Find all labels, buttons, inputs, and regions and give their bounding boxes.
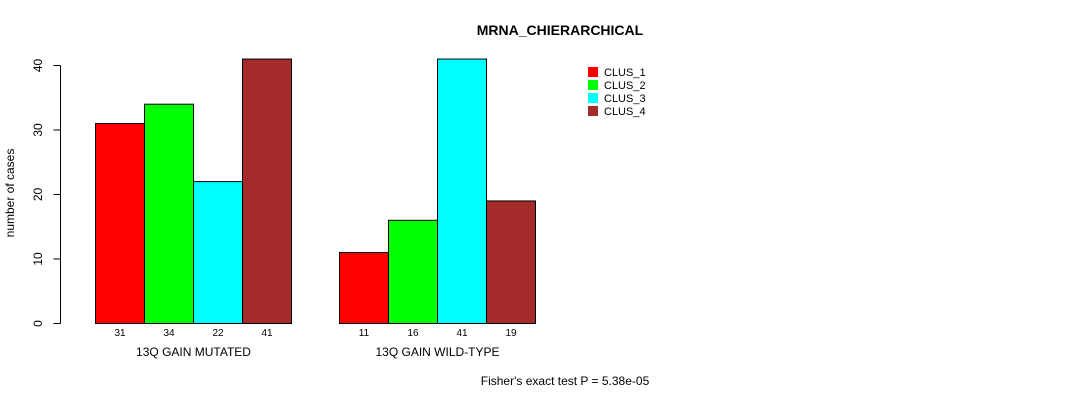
group-labels: 13Q GAIN MUTATED 13Q GAIN WILD-TYPE bbox=[136, 345, 499, 359]
bar-clus-1-group-1 bbox=[95, 123, 145, 324]
legend-label: CLUS_1 bbox=[604, 67, 646, 79]
legend-swatch bbox=[588, 67, 598, 77]
legend-swatch bbox=[588, 93, 598, 103]
y-tick-label: 10 bbox=[31, 252, 45, 266]
bar-clus-1-group-2 bbox=[339, 252, 389, 324]
legend-swatch bbox=[588, 80, 598, 90]
y-axis: 0 10 20 30 40 bbox=[31, 59, 61, 327]
bar-value-label: 31 bbox=[114, 328, 126, 339]
bar-value-label: 41 bbox=[261, 328, 273, 339]
bar-value-labels: 31 34 22 41 11 16 41 19 bbox=[114, 328, 517, 339]
y-tick-label: 40 bbox=[31, 59, 45, 73]
bar-value-label: 41 bbox=[456, 328, 468, 339]
bar-value-label: 19 bbox=[505, 328, 517, 339]
chart-title: MRNA_CHIERARCHICAL bbox=[477, 22, 644, 38]
bar-clus-2-group-1 bbox=[144, 103, 194, 324]
bar-clus-4-group-2 bbox=[486, 200, 536, 324]
legend-label: CLUS_4 bbox=[604, 106, 646, 118]
y-tick-label: 30 bbox=[31, 123, 45, 137]
fisher-test-footnote: Fisher's exact test P = 5.38e-05 bbox=[481, 374, 650, 388]
group-label: 13Q GAIN MUTATED bbox=[136, 345, 251, 359]
y-tick-label: 0 bbox=[31, 320, 45, 327]
bars bbox=[95, 58, 536, 325]
bar-value-label: 22 bbox=[212, 328, 224, 339]
y-tick-label: 20 bbox=[31, 188, 45, 202]
bar-clus-3-group-1 bbox=[193, 181, 243, 324]
bar-value-label: 11 bbox=[359, 328, 370, 339]
bar-value-label: 34 bbox=[163, 328, 175, 339]
legend-label: CLUS_3 bbox=[604, 93, 646, 105]
bar-clus-4-group-1 bbox=[242, 58, 292, 325]
bar-value-label: 16 bbox=[407, 328, 419, 339]
y-axis-label: number of cases bbox=[3, 149, 17, 238]
bar-clus-3-group-2 bbox=[437, 58, 487, 325]
legend-swatch bbox=[588, 106, 598, 116]
group-label: 13Q GAIN WILD-TYPE bbox=[375, 345, 499, 359]
bar-clus-2-group-2 bbox=[388, 219, 438, 324]
legend-label: CLUS_2 bbox=[604, 80, 646, 92]
